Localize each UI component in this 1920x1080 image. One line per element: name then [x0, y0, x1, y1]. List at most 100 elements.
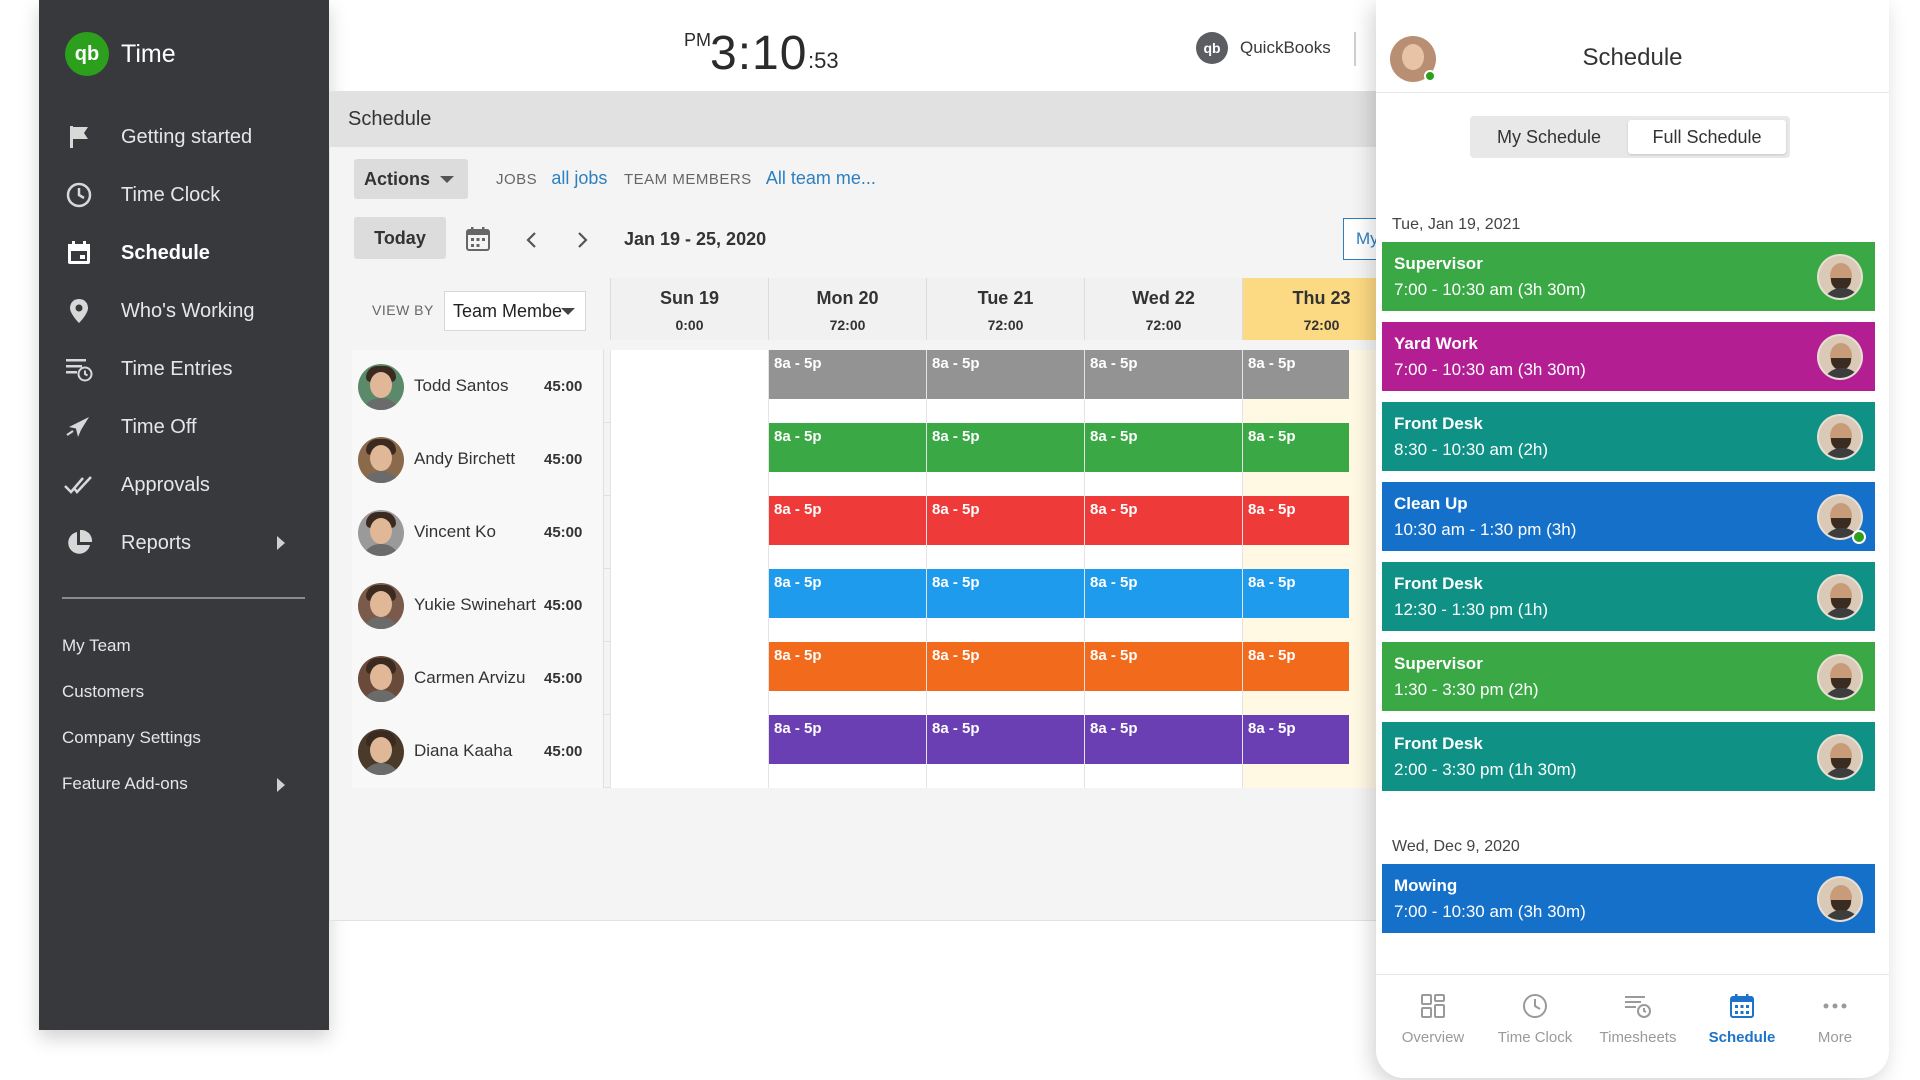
sidebar-item-approvals[interactable]: Approvals — [39, 456, 329, 514]
schedule-cell[interactable]: 8a - 5p — [1242, 423, 1400, 496]
schedule-cell[interactable]: 8a - 5p — [1242, 496, 1400, 569]
sidebar-item-reports[interactable]: Reports — [39, 514, 329, 572]
shift-card[interactable]: Yard Work 7:00 - 10:30 am (3h 30m) — [1382, 322, 1875, 391]
shift-block[interactable]: 8a - 5p — [769, 423, 926, 472]
shift-block[interactable]: 8a - 5p — [1243, 423, 1349, 472]
schedule-cell[interactable]: 8a - 5p — [1242, 715, 1400, 788]
schedule-cell[interactable]: 8a - 5p — [926, 715, 1084, 788]
member-cell[interactable]: Todd Santos 45:00 — [352, 350, 604, 423]
schedule-cell[interactable]: 8a - 5p — [768, 496, 926, 569]
schedule-cell[interactable] — [610, 642, 768, 715]
shift-block[interactable]: 8a - 5p — [1243, 569, 1349, 618]
avatar — [358, 583, 404, 629]
tab-overview[interactable]: Overview — [1383, 989, 1483, 1046]
shift-block[interactable]: 8a - 5p — [769, 642, 926, 691]
sidebar-item-company-settings[interactable]: Company Settings — [62, 728, 201, 747]
schedule-cell[interactable]: 8a - 5p — [926, 569, 1084, 642]
schedule-cell[interactable]: 8a - 5p — [768, 569, 926, 642]
member-cell[interactable]: Yukie Swinehart 45:00 — [352, 569, 604, 642]
shift-block[interactable]: 8a - 5p — [927, 715, 1084, 764]
sidebar-item-customers[interactable]: Customers — [62, 682, 145, 701]
shift-block[interactable]: 8a - 5p — [927, 350, 1084, 399]
schedule-cell[interactable]: 8a - 5p — [1084, 715, 1242, 788]
sidebar-item-feature-add-ons[interactable]: Feature Add-ons — [62, 761, 305, 807]
shift-block[interactable]: 8a - 5p — [927, 569, 1084, 618]
schedule-cell[interactable]: 8a - 5p — [1084, 569, 1242, 642]
shift-block[interactable]: 8a - 5p — [769, 350, 926, 399]
jobs-filter-link[interactable]: all jobs — [551, 168, 608, 188]
shift-card[interactable]: Clean Up 10:30 am - 1:30 pm (3h) — [1382, 482, 1875, 551]
shift-block[interactable]: 8a - 5p — [927, 423, 1084, 472]
shift-block[interactable]: 8a - 5p — [1085, 496, 1242, 545]
shift-block[interactable]: 8a - 5p — [1085, 715, 1242, 764]
tab-schedule[interactable]: Schedule — [1692, 989, 1792, 1046]
schedule-cell[interactable]: 8a - 5p — [926, 496, 1084, 569]
actions-dropdown[interactable]: Actions — [354, 159, 468, 199]
sidebar-item-schedule[interactable]: Schedule — [39, 224, 329, 282]
schedule-cell[interactable]: 8a - 5p — [1084, 496, 1242, 569]
shift-block[interactable]: 8a - 5p — [769, 569, 926, 618]
view-by-select[interactable]: Team Membe — [444, 291, 586, 331]
today-button[interactable]: Today — [354, 217, 446, 259]
shift-card[interactable]: Front Desk 8:30 - 10:30 am (2h) — [1382, 402, 1875, 471]
sidebar-item-my-team[interactable]: My Team — [62, 636, 131, 655]
schedule-cell[interactable] — [610, 423, 768, 496]
schedule-cell[interactable] — [610, 350, 768, 423]
shift-block[interactable]: 8a - 5p — [769, 496, 926, 545]
shift-card[interactable]: Front Desk 2:00 - 3:30 pm (1h 30m) — [1382, 722, 1875, 791]
schedule-cell[interactable] — [610, 569, 768, 642]
member-cell[interactable]: Vincent Ko 45:00 — [352, 496, 604, 569]
calendar-picker-icon[interactable] — [464, 225, 492, 258]
schedule-cell[interactable]: 8a - 5p — [768, 642, 926, 715]
my-schedule-tab[interactable]: My Schedule — [1496, 126, 1602, 147]
schedule-cell[interactable]: 8a - 5p — [1242, 642, 1400, 715]
full-schedule-tab[interactable]: Full Schedule — [1628, 120, 1786, 154]
sidebar-item-time-entries[interactable]: Time Entries — [39, 340, 329, 398]
shift-block[interactable]: 8a - 5p — [1243, 715, 1349, 764]
schedule-cell[interactable]: 8a - 5p — [1084, 423, 1242, 496]
user-avatar[interactable] — [1390, 36, 1436, 82]
schedule-cell[interactable]: 8a - 5p — [1242, 350, 1400, 423]
shift-card[interactable]: Front Desk 12:30 - 1:30 pm (1h) — [1382, 562, 1875, 631]
tab-time-clock[interactable]: Time Clock — [1485, 989, 1585, 1046]
quickbooks-link[interactable]: qb QuickBooks — [1196, 32, 1331, 64]
tab-timesheets[interactable]: Timesheets — [1588, 989, 1688, 1046]
schedule-cell[interactable]: 8a - 5p — [926, 423, 1084, 496]
sidebar-item-time-off[interactable]: Time Off — [39, 398, 329, 456]
next-week-button[interactable] — [576, 229, 590, 257]
schedule-cell[interactable]: 8a - 5p — [926, 642, 1084, 715]
shift-block[interactable]: 8a - 5p — [1243, 350, 1349, 399]
shift-block[interactable]: 8a - 5p — [1243, 642, 1349, 691]
schedule-cell[interactable]: 8a - 5p — [1084, 642, 1242, 715]
schedule-cell[interactable] — [610, 496, 768, 569]
shift-block[interactable]: 8a - 5p — [769, 715, 926, 764]
member-cell[interactable]: Carmen Arvizu 45:00 — [352, 642, 604, 715]
shift-block[interactable]: 8a - 5p — [927, 642, 1084, 691]
shift-block[interactable]: 8a - 5p — [927, 496, 1084, 545]
member-cell[interactable]: Diana Kaaha 45:00 — [352, 715, 604, 788]
schedule-cell[interactable]: 8a - 5p — [926, 350, 1084, 423]
previous-week-button[interactable] — [524, 229, 538, 257]
shift-block[interactable]: 8a - 5p — [1085, 569, 1242, 618]
shift-block[interactable]: 8a - 5p — [1085, 642, 1242, 691]
brand[interactable]: qb Time — [65, 32, 176, 76]
shift-block[interactable]: 8a - 5p — [1085, 423, 1242, 472]
schedule-cell[interactable]: 8a - 5p — [1242, 569, 1400, 642]
schedule-cell[interactable]: 8a - 5p — [768, 423, 926, 496]
member-cell[interactable]: Andy Birchett 45:00 — [352, 423, 604, 496]
sidebar-item-time-clock[interactable]: Time Clock — [39, 166, 329, 224]
shift-card[interactable]: Supervisor 1:30 - 3:30 pm (2h) — [1382, 642, 1875, 711]
member-hours: 45:00 — [544, 378, 583, 395]
schedule-cell[interactable]: 8a - 5p — [768, 350, 926, 423]
shift-block[interactable]: 8a - 5p — [1085, 350, 1242, 399]
schedule-cell[interactable]: 8a - 5p — [1084, 350, 1242, 423]
shift-card[interactable]: Supervisor 7:00 - 10:30 am (3h 30m) — [1382, 242, 1875, 311]
tab-more[interactable]: More — [1785, 989, 1885, 1046]
shift-block[interactable]: 8a - 5p — [1243, 496, 1349, 545]
sidebar-item-whos-working[interactable]: Who's Working — [39, 282, 329, 340]
sidebar-item-getting-started[interactable]: Getting started — [39, 108, 329, 166]
schedule-cell[interactable] — [610, 715, 768, 788]
team-members-filter-link[interactable]: All team me... — [765, 168, 876, 188]
schedule-cell[interactable]: 8a - 5p — [768, 715, 926, 788]
shift-card[interactable]: Mowing 7:00 - 10:30 am (3h 30m) — [1382, 864, 1875, 933]
